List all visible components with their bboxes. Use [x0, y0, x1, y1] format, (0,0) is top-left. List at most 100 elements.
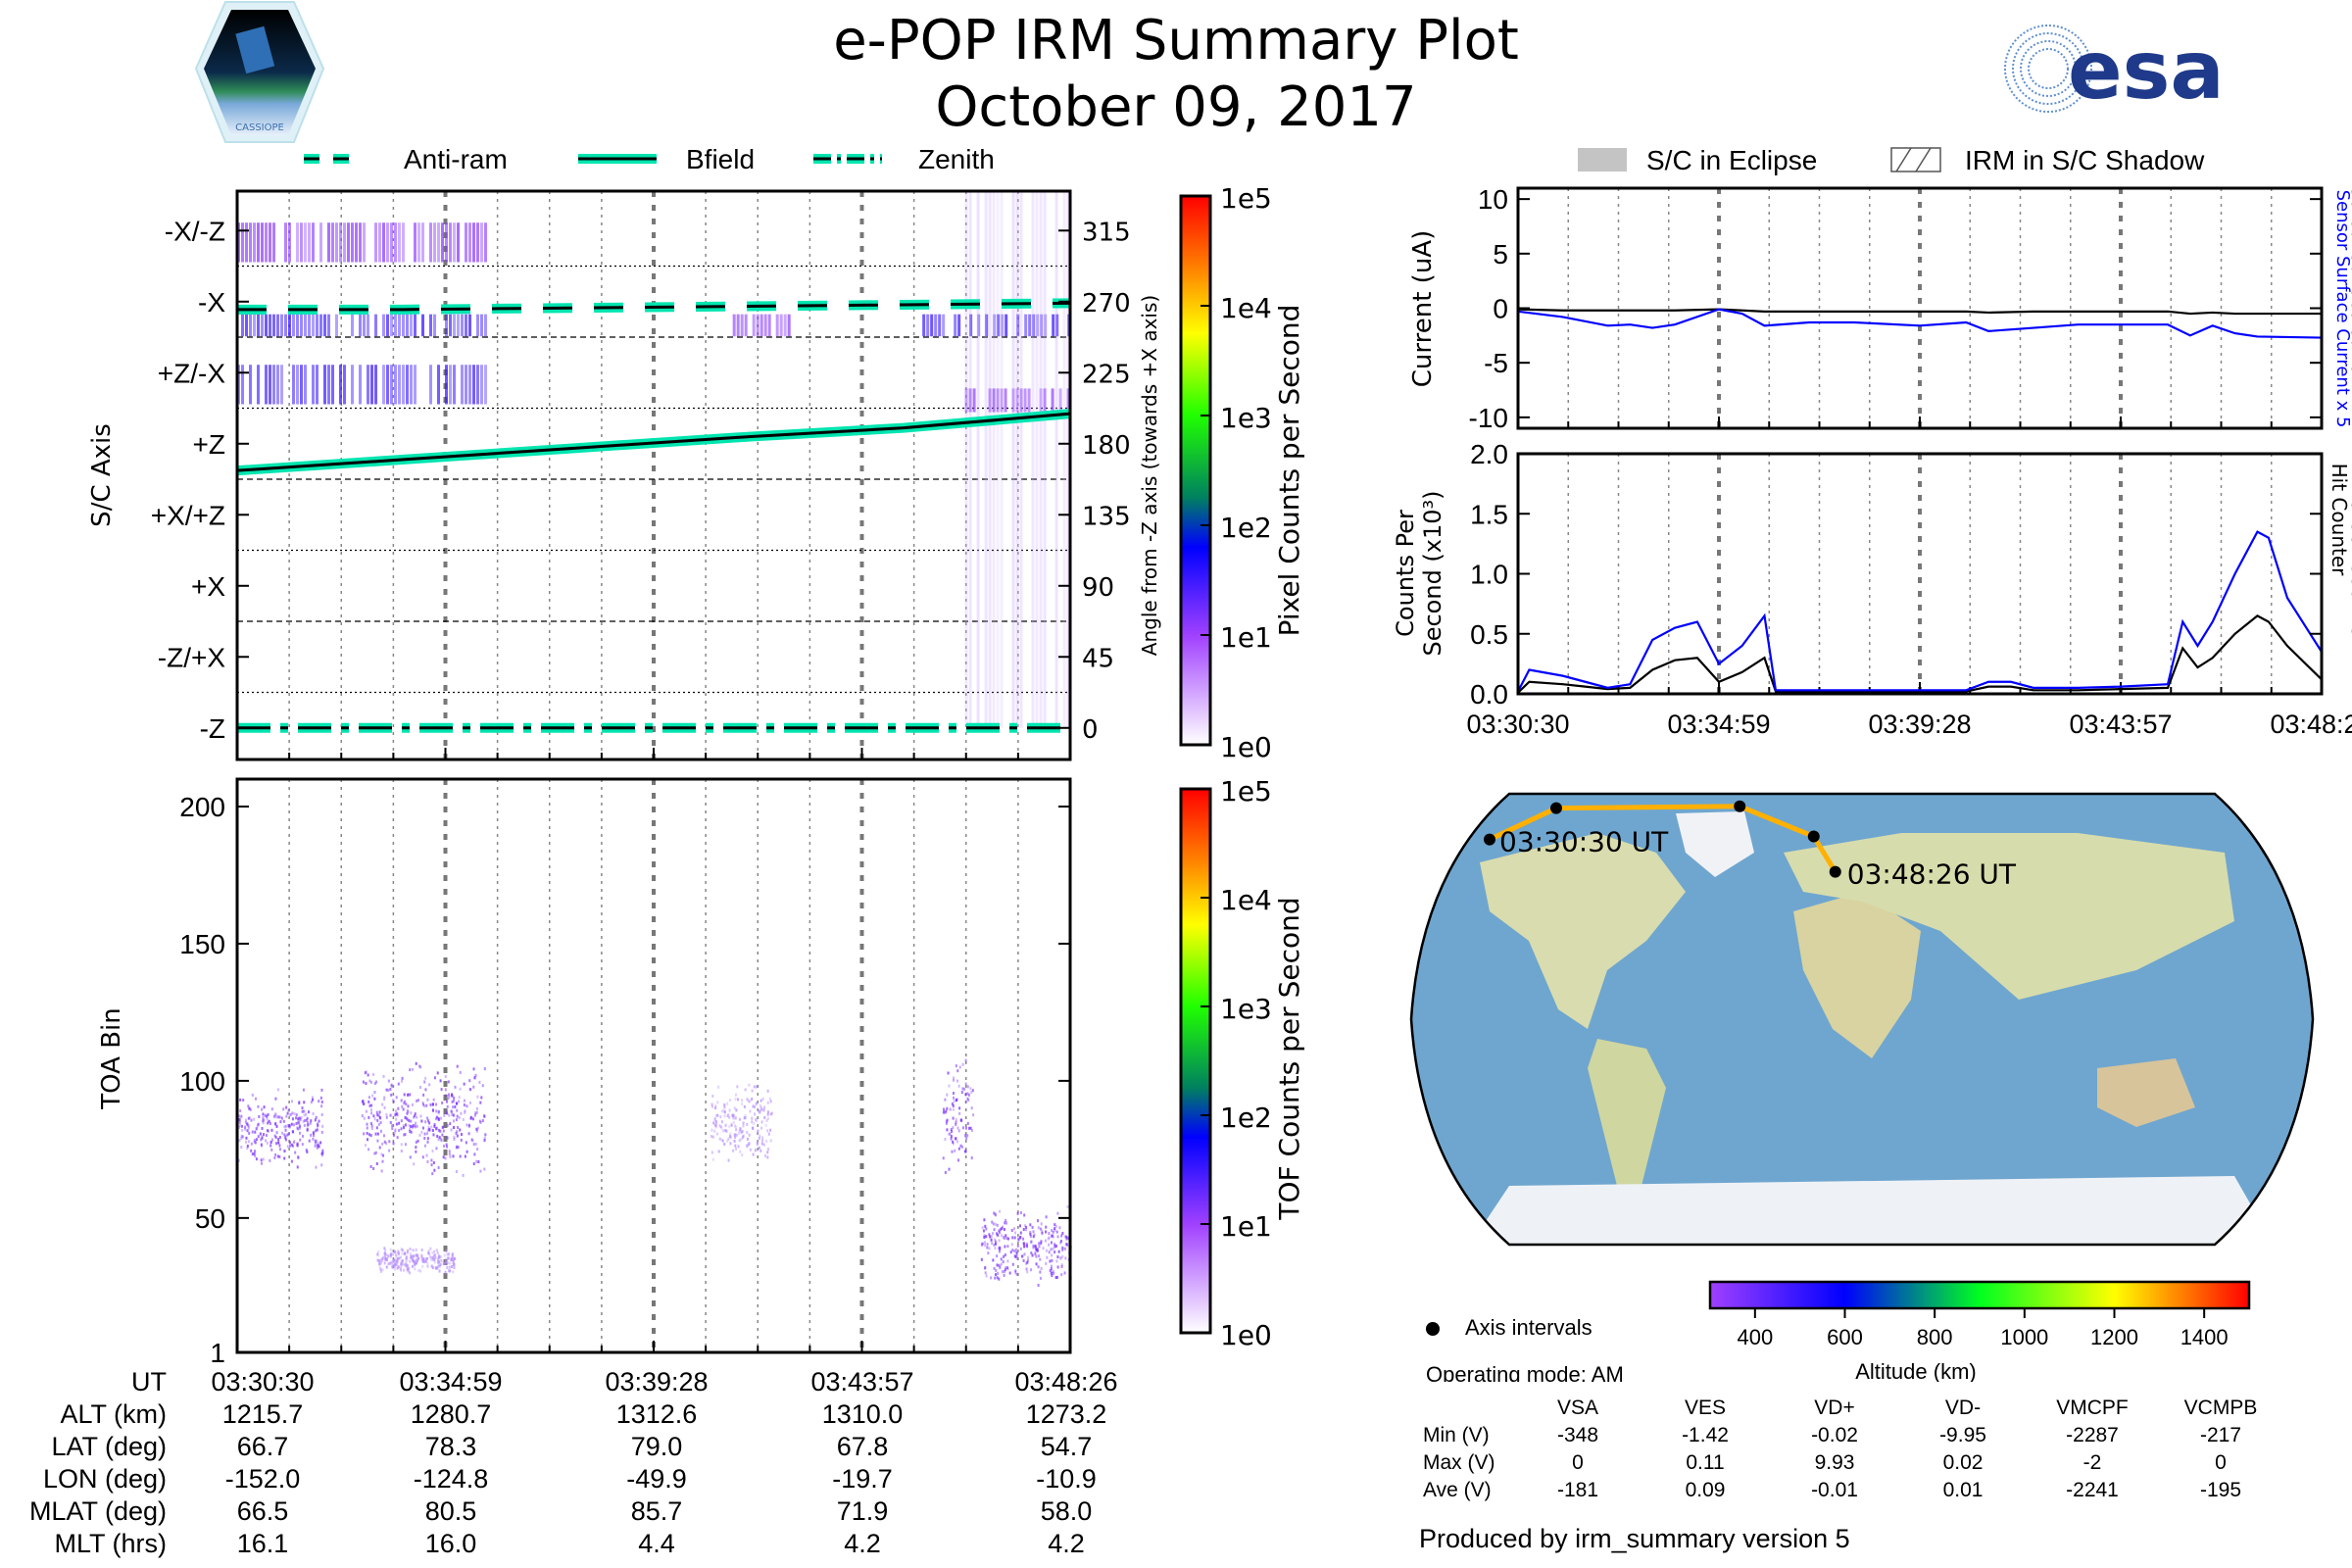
spectrogram-cell	[1064, 1271, 1066, 1274]
spectrogram-cell	[396, 1123, 398, 1126]
spectrogram-cell	[303, 1101, 305, 1103]
spectrogram-cell	[473, 1076, 475, 1079]
spectrogram-cell	[965, 191, 968, 728]
spectrogram-cell	[767, 1090, 769, 1093]
voltage-cell: 0	[1519, 1451, 1637, 1475]
spectrogram-cell	[270, 1141, 272, 1144]
spectrogram-cell	[239, 1139, 241, 1142]
spectrogram-cell	[429, 1248, 431, 1250]
y-tick-label: 50	[195, 1203, 225, 1234]
spectrogram-cell	[762, 1098, 764, 1101]
spectrogram-cell	[445, 1094, 447, 1097]
spectrogram-cell	[304, 1124, 306, 1127]
spectrogram-cell	[394, 1129, 396, 1132]
y-tick-label: 2.0	[1470, 439, 1508, 469]
spectrogram-cell	[1049, 1260, 1051, 1263]
spectrogram-cell	[712, 1136, 714, 1139]
spectrogram-cell	[249, 365, 252, 404]
svg-text:Bfield: Bfield	[686, 144, 755, 174]
spectrogram-cell	[307, 1129, 309, 1132]
spectrogram-cell	[1049, 1236, 1051, 1239]
spectrogram-cell	[1023, 1259, 1025, 1262]
spectrogram-cell	[482, 1084, 484, 1087]
table-cell: 1310.0	[764, 1399, 960, 1430]
spectrogram-cell	[378, 1123, 380, 1126]
spectrogram-cell	[367, 1138, 368, 1141]
spectrogram-cell	[948, 1085, 950, 1088]
spectrogram-cell	[464, 1100, 466, 1102]
spectrogram-cell	[420, 1131, 422, 1134]
spectrogram-cell	[1051, 1274, 1053, 1277]
spectrogram-cell	[456, 1102, 458, 1104]
spectrogram-cell	[757, 1130, 759, 1133]
spectrogram-cell	[389, 1088, 391, 1091]
spectrogram-cell	[387, 1254, 389, 1257]
spectrogram-cell	[363, 222, 366, 262]
spectrogram-cell	[766, 1155, 768, 1158]
spectrogram-cell	[317, 1124, 318, 1127]
spectrogram-cell	[1003, 1255, 1004, 1258]
spectrogram-cell	[374, 315, 377, 337]
voltage-cell: 0.02	[1904, 1451, 2022, 1475]
spectrogram-cell	[380, 1130, 382, 1133]
spectrogram-cell	[448, 1256, 450, 1259]
spectrogram-cell	[753, 1122, 755, 1125]
spectrogram-cell	[999, 1210, 1001, 1213]
spectrogram-cell	[312, 315, 315, 337]
spectrogram-cell	[434, 1260, 436, 1263]
spectrogram-cell	[241, 1125, 243, 1128]
spectrogram-cell	[374, 1117, 376, 1120]
spectrogram-cell	[965, 1083, 967, 1086]
x-tick-label: 03:30:30	[1466, 710, 1569, 739]
spectrogram-cell	[368, 1116, 369, 1119]
spectrogram-cell	[1029, 1231, 1031, 1234]
spectrogram-cell	[733, 315, 736, 337]
spectrogram-cell	[1004, 1234, 1006, 1237]
spectrogram-cell	[367, 1132, 368, 1135]
spectrogram-cell	[312, 1138, 314, 1141]
spectrogram-cell	[734, 1140, 736, 1143]
spectrogram-cell	[244, 1128, 246, 1131]
spectrogram-cell	[386, 1265, 388, 1268]
spectrogram-cell	[397, 1107, 399, 1110]
spectrogram-cell	[1055, 191, 1058, 728]
operating-mode: Operating mode: AM	[1426, 1362, 1624, 1382]
spectrogram-cell	[397, 1267, 399, 1270]
colorbar-tick-label: 1e2	[1220, 1102, 1272, 1134]
spectrogram-cell	[767, 1110, 769, 1113]
spectrogram-cell	[452, 1255, 454, 1258]
spectrogram-cell	[412, 1125, 414, 1128]
spectrogram-cell	[416, 1254, 418, 1257]
spectrogram-cell	[1038, 1226, 1040, 1229]
axis-interval-marker	[1734, 801, 1745, 812]
spectrogram-cell	[1020, 191, 1023, 728]
y-tick-label: 150	[179, 929, 225, 959]
spectrogram-cell	[430, 1158, 432, 1161]
spectrogram-cell	[391, 1124, 393, 1127]
spectrogram-cell	[1061, 1249, 1063, 1251]
spectrogram-cell	[412, 1068, 414, 1071]
spectrogram-cell	[397, 1113, 399, 1116]
svg-text:IRM in S/C Shadow: IRM in S/C Shadow	[1965, 145, 2205, 175]
spectrogram-cell	[273, 1156, 275, 1159]
spectrogram-cell	[1051, 1241, 1053, 1244]
spectrogram-cell	[404, 1251, 406, 1254]
spectrogram-cell	[458, 1146, 460, 1149]
spectrogram-cell	[287, 1145, 289, 1148]
spectrogram-cell	[416, 1249, 417, 1251]
spectrogram-cell	[433, 1161, 435, 1164]
spectrogram-cell	[245, 315, 248, 337]
spectrogram-cell	[382, 365, 385, 404]
y-right-tick-label: 0	[1082, 715, 1099, 745]
spectrogram-cell	[463, 1174, 465, 1177]
spectrogram-cell	[771, 1112, 773, 1115]
spectrogram-cell	[934, 315, 937, 337]
colorbar-label: Pixel Counts per Second	[1273, 305, 1305, 637]
spectrogram-cell	[438, 1118, 440, 1121]
spectrogram-cell	[394, 315, 397, 337]
spectrogram-cell	[949, 1168, 951, 1171]
y-right-tick-label: 135	[1082, 502, 1131, 531]
y-right-tick-label: 225	[1082, 360, 1131, 389]
table-cell: 1280.7	[353, 1399, 549, 1430]
spectrogram-cell	[285, 1115, 287, 1118]
